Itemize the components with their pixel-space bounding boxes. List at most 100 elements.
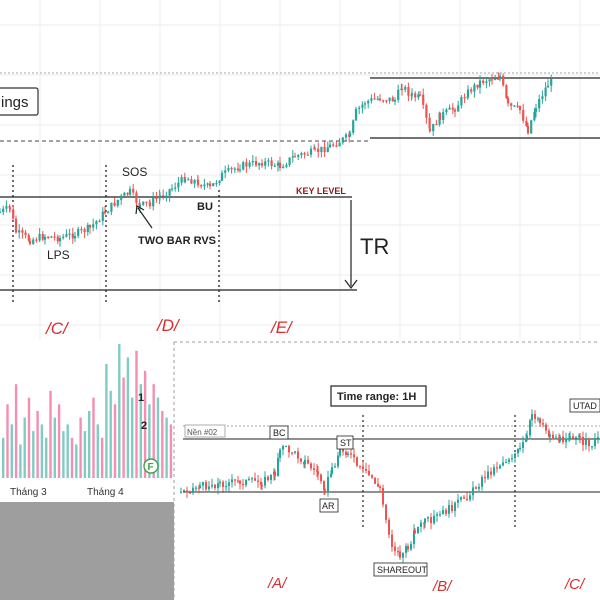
candle-body — [307, 459, 309, 464]
candle-body — [47, 236, 50, 239]
candle-body — [475, 487, 477, 489]
candle-body — [12, 209, 15, 219]
candle-body — [313, 148, 317, 150]
candle-body — [516, 105, 519, 107]
utad-label: UTAD — [573, 401, 597, 411]
candle-body — [234, 479, 236, 481]
candle-body — [499, 465, 501, 469]
candle-body — [488, 79, 491, 82]
candle-body — [498, 75, 502, 79]
candle-body — [145, 201, 148, 203]
candle-body — [391, 97, 394, 102]
volume-bar — [66, 424, 69, 478]
candle-body — [399, 551, 401, 558]
candle-body — [344, 134, 348, 138]
volume-bar — [118, 344, 121, 478]
candle-body — [597, 437, 599, 439]
candle-body — [293, 156, 297, 158]
candle-body — [142, 201, 145, 205]
volume-bar — [36, 411, 39, 478]
candle-body — [273, 165, 276, 167]
candle-body — [559, 436, 561, 442]
volume-bar — [57, 404, 61, 478]
candle-body — [120, 195, 123, 200]
candle-body — [549, 434, 551, 437]
candle-body — [541, 96, 544, 99]
candle-body — [476, 84, 479, 88]
candle-body — [228, 482, 230, 486]
volume-mark-2: 2 — [141, 420, 147, 432]
gray-overlay-panel — [0, 502, 174, 600]
candle-body — [41, 234, 44, 240]
candle-body — [126, 192, 129, 195]
candle-body — [155, 197, 158, 199]
candle-body — [170, 188, 174, 190]
candle-body — [388, 97, 391, 101]
bottom-price-chart: Time range: 1H Nền #02 BC ST AR SHAREOUT… — [173, 341, 600, 600]
candle-body — [113, 202, 116, 206]
candle-body — [531, 413, 533, 421]
candle-body — [158, 195, 162, 197]
candle-body — [8, 206, 11, 208]
candle-body — [451, 505, 453, 511]
candle-body — [472, 487, 474, 496]
key-level-label: KEY LEVEL — [296, 186, 346, 196]
candle-body — [190, 179, 193, 184]
candle-body — [77, 228, 80, 236]
candle-body — [88, 224, 92, 228]
two-bar-arrow — [137, 207, 153, 229]
candle-body — [352, 120, 355, 133]
volume-bar — [70, 437, 74, 478]
candle-body — [215, 182, 218, 185]
tr-arrow-head — [344, 279, 358, 289]
candle-body — [110, 202, 113, 212]
candle-body — [414, 530, 416, 534]
candle-body — [485, 81, 488, 84]
candle-body — [425, 104, 428, 118]
candle-body — [466, 89, 470, 96]
candle-body — [320, 146, 323, 153]
volume-bar — [27, 397, 31, 478]
candle-body — [436, 514, 438, 516]
candle-body — [38, 234, 41, 241]
candle-body — [8, 207, 12, 210]
candle-body — [62, 236, 65, 238]
month-label-3: Tháng 3 — [10, 487, 47, 498]
candle-body — [451, 107, 454, 110]
candle-body — [5, 206, 8, 209]
candle-body — [65, 234, 68, 237]
candle-body — [533, 111, 536, 121]
volume-bar — [92, 397, 95, 478]
candle-body — [326, 147, 329, 153]
candle-body — [0, 211, 2, 214]
candle-body — [378, 98, 382, 101]
candle-body — [285, 164, 288, 167]
candle-body — [534, 108, 538, 112]
candle-body — [526, 435, 528, 439]
lps-label: LPS — [47, 248, 70, 262]
candle-body — [502, 75, 505, 86]
candle-body — [588, 438, 590, 447]
candle-body — [28, 240, 32, 244]
candle-body — [313, 468, 315, 470]
candle-body — [225, 485, 227, 488]
candle-body — [496, 467, 498, 469]
candle-body — [80, 228, 83, 231]
candle-body — [519, 447, 521, 450]
candle-body — [542, 423, 544, 425]
ar-box — [319, 498, 339, 513]
candle-body — [407, 546, 409, 550]
candle-body — [239, 480, 241, 484]
ar-label: AR — [322, 501, 335, 511]
candle-body — [212, 183, 215, 187]
candle-body — [490, 471, 492, 475]
top-price-chart: ings SOS LPS TWO BAR RVS BU KEY LEVEL TR… — [0, 72, 600, 338]
candle-body — [348, 132, 352, 137]
candle-body — [350, 453, 352, 455]
candle-body — [27, 234, 30, 241]
volume-bar — [10, 424, 13, 478]
candle-body — [550, 78, 553, 86]
candle-body — [193, 180, 196, 184]
candle-body — [414, 93, 417, 98]
